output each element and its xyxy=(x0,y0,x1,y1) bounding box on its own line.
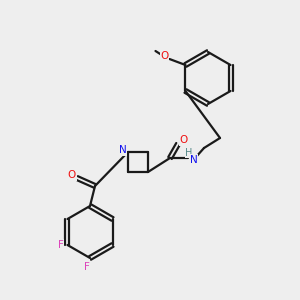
Text: O: O xyxy=(160,51,169,61)
Text: O: O xyxy=(180,135,188,145)
Text: N: N xyxy=(119,145,127,155)
Text: O: O xyxy=(68,170,76,180)
Text: N: N xyxy=(190,155,198,165)
Text: F: F xyxy=(58,240,63,250)
Text: F: F xyxy=(84,262,90,272)
Text: H: H xyxy=(185,148,193,158)
